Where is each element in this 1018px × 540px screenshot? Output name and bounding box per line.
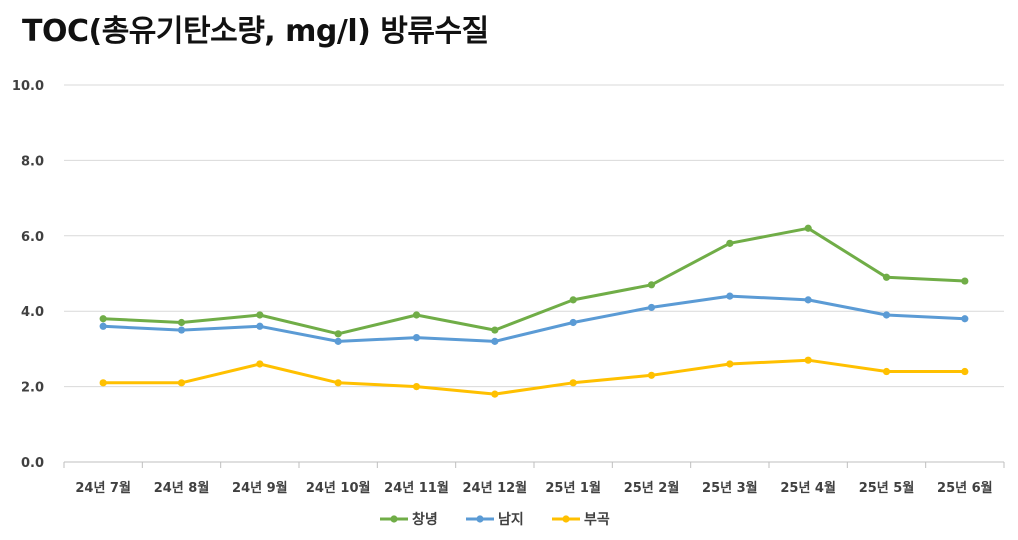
data-point	[256, 311, 264, 319]
legend-swatch-marker	[562, 515, 570, 523]
data-point	[726, 360, 734, 368]
data-point	[961, 367, 969, 376]
x-tick-label: 25년 6월	[937, 480, 993, 496]
legend: 창녕 남지 부곡	[380, 511, 610, 528]
y-tick-label: 0.0	[21, 456, 44, 471]
y-tick-label: 6.0	[21, 230, 44, 245]
data-point	[882, 311, 891, 319]
y-tick-label: 2.0	[21, 381, 44, 396]
x-tick-label: 24년 10월	[306, 480, 371, 496]
data-point	[647, 281, 656, 289]
series-line	[101, 294, 967, 343]
series-line	[101, 226, 967, 336]
data-point	[569, 296, 577, 304]
legend-swatch-marker	[390, 515, 398, 523]
series-1	[99, 292, 969, 345]
series-0	[99, 224, 969, 338]
data-point	[569, 379, 577, 387]
data-point	[334, 330, 342, 338]
data-point	[99, 322, 107, 330]
x-tick-label: 25년 4월	[780, 480, 836, 496]
data-point	[177, 379, 186, 387]
data-point	[412, 311, 421, 319]
legend-item: 남지	[466, 511, 524, 528]
data-point	[177, 318, 186, 327]
data-point	[804, 296, 812, 304]
data-point	[412, 383, 421, 391]
legend-swatch-marker	[476, 515, 484, 523]
legend-item: 부곡	[552, 512, 610, 528]
data-point	[961, 315, 969, 323]
data-point	[99, 315, 107, 323]
x-tick-label: 24년 9월	[232, 480, 288, 496]
data-point	[256, 360, 264, 368]
series-lines	[99, 224, 969, 398]
data-point	[804, 356, 812, 364]
x-tick-label: 25년 2월	[624, 480, 680, 496]
x-tick-label: 24년 8월	[154, 480, 210, 496]
data-point	[412, 333, 421, 342]
data-point	[256, 322, 264, 330]
x-tick-label: 25년 1월	[545, 480, 601, 496]
y-axis-ticks: 0.0 2.0 4.0 6.0 8.0 10.0	[12, 79, 44, 471]
series-2	[99, 356, 969, 398]
data-point	[804, 224, 812, 232]
data-point	[647, 371, 656, 379]
series-line	[101, 358, 967, 396]
legend-item: 창녕	[380, 511, 438, 528]
data-point	[647, 303, 656, 312]
data-point	[882, 367, 891, 376]
data-point	[726, 292, 734, 300]
data-point	[726, 239, 734, 247]
data-point	[99, 379, 107, 387]
x-tick-label: 25년 3월	[702, 480, 758, 496]
x-tick-label: 24년 11월	[384, 480, 449, 496]
legend-label: 남지	[498, 511, 524, 528]
x-tick-label: 24년 7월	[75, 480, 131, 496]
data-point	[961, 277, 969, 285]
data-point	[334, 337, 342, 345]
x-tick-label: 24년 12월	[463, 480, 528, 496]
data-point	[491, 326, 499, 334]
y-tick-label: 8.0	[21, 154, 44, 169]
legend-label: 부곡	[584, 512, 610, 528]
legend-label: 창녕	[412, 511, 438, 528]
gridlines	[64, 84, 1004, 388]
chart-title: TOC(총유기탄소량, mg/l) 방류수질	[22, 14, 489, 49]
x-axis: 24년 7월 24년 8월 24년 9월 24년 10월 24년 11월 24년 12월 2…	[63, 461, 1005, 496]
data-point	[882, 273, 891, 281]
data-point	[177, 326, 186, 334]
data-point	[569, 318, 577, 327]
data-point	[491, 390, 499, 398]
data-point	[491, 337, 499, 345]
data-point	[334, 379, 342, 387]
y-tick-label: 10.0	[12, 79, 44, 94]
x-tick-label: 25년 5월	[859, 480, 915, 496]
y-tick-label: 4.0	[21, 305, 44, 320]
